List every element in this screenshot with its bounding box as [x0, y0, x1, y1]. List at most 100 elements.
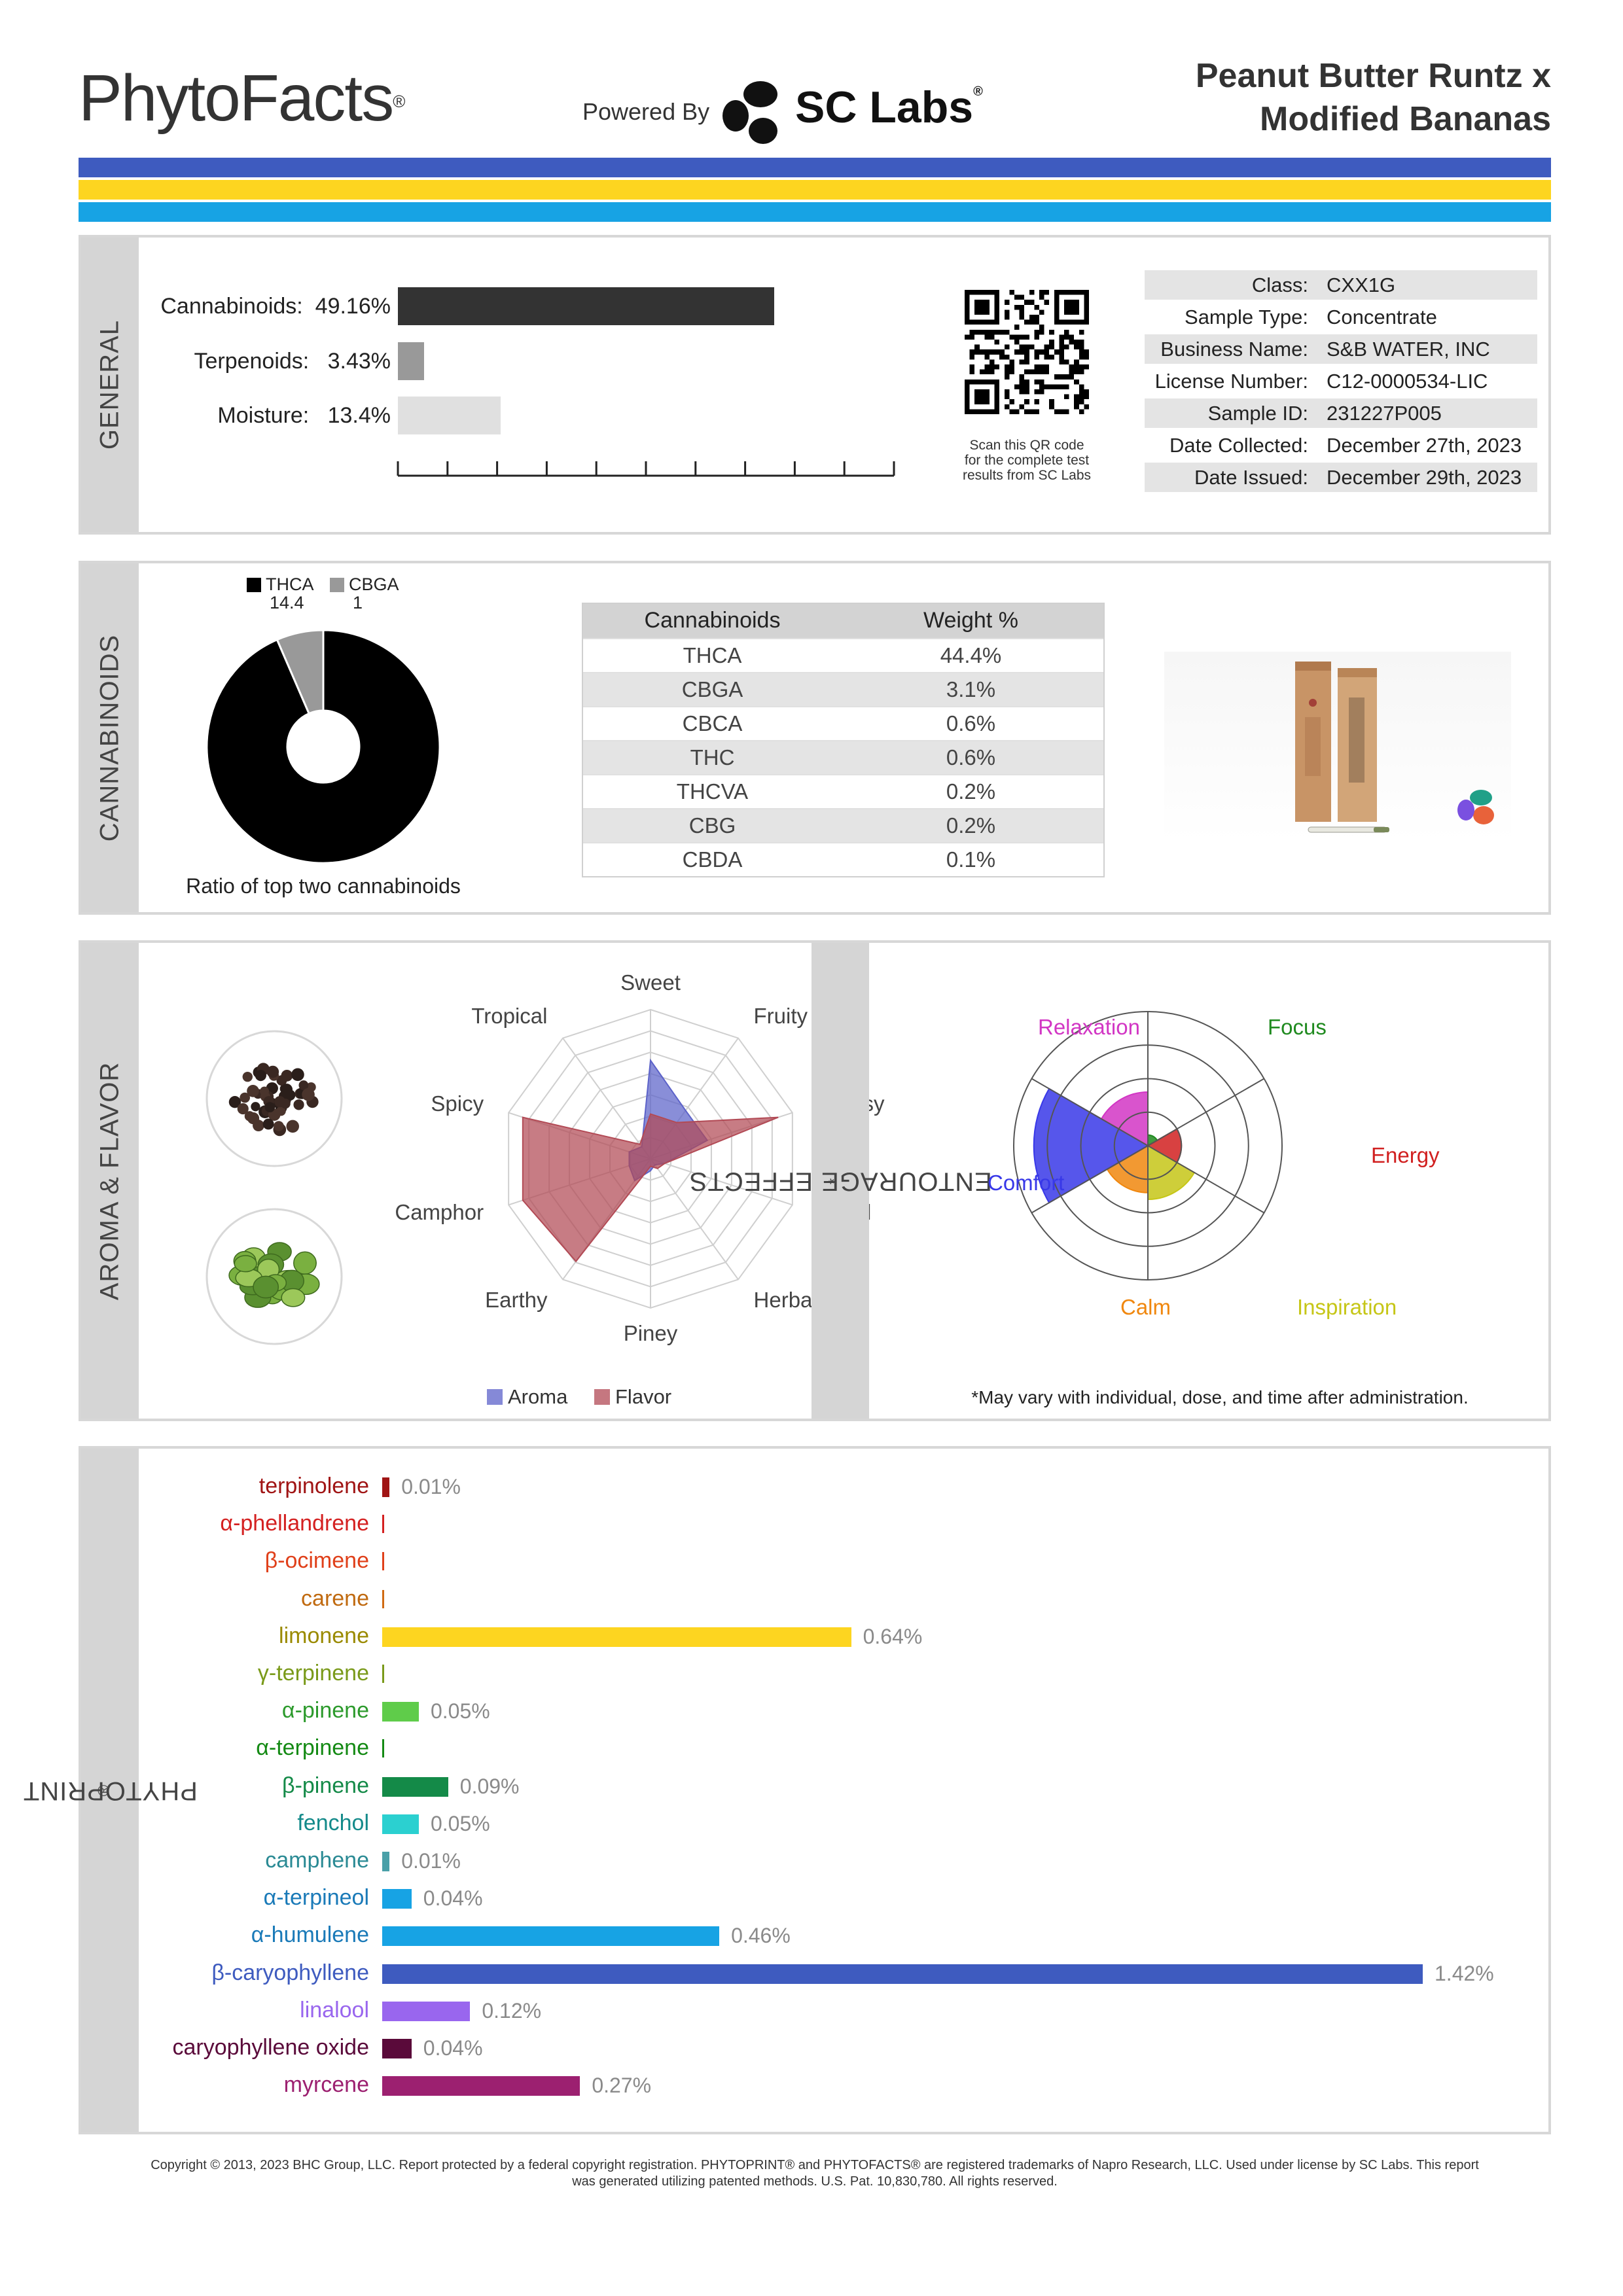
general-section-label: GENERAL — [81, 238, 139, 532]
terpene-bar — [382, 1552, 384, 1571]
meta-key: Business Name: — [1160, 338, 1308, 361]
effect-label-relaxation: Relaxation — [1038, 1015, 1140, 1039]
aroma-entourage-panel: AROMA & FLAVOR Sweet Fruity Citrusy Flor… — [79, 940, 1551, 1421]
radar-label-camphor: Camphor — [395, 1199, 484, 1224]
moisture-bar-label: Moisture: 13.4% — [147, 403, 391, 429]
terpene-value-label: 0.04% — [423, 2036, 483, 2060]
logo-text: PhytoFacts — [79, 62, 394, 135]
qr-code-icon[interactable] — [965, 290, 1089, 414]
header-stripe-yellow — [79, 180, 1551, 200]
meta-row-business-name: Business Name: S&B WATER, INC — [1145, 334, 1537, 364]
radar-label-sweet: Sweet — [620, 970, 681, 995]
table-header-row: Cannabinoids Weight % — [583, 604, 1103, 638]
meta-value: December 29th, 2023 — [1327, 466, 1522, 489]
moisture-label-text: Moisture: — [217, 403, 310, 428]
entourage-title-text: ENTOURAGE EFFECTS — [688, 1167, 992, 1195]
terpene-label: α-terpinene — [256, 1735, 369, 1761]
terpene-value-label: 0.09% — [459, 1774, 520, 1798]
table-row: THC 0.6% — [583, 740, 1103, 774]
terpene-bar — [382, 1776, 448, 1797]
effect-label-inspiration: Inspiration — [1297, 1295, 1397, 1319]
effect-spoke — [1031, 1078, 1149, 1146]
effect-label-focus: Focus — [1268, 1015, 1327, 1039]
terpene-value-label: 0.01% — [401, 1849, 461, 1873]
terpene-label: α-phellandrene — [220, 1511, 369, 1536]
meta-value: 231227P005 — [1327, 402, 1442, 425]
meta-key: Date Issued: — [1194, 466, 1308, 489]
terpene-label: α-terpineol — [263, 1885, 369, 1911]
terpene-value-label: 1.42% — [1435, 1961, 1494, 1985]
terpene-value-label: 0.01% — [401, 1475, 461, 1498]
meta-key: License Number: — [1154, 370, 1308, 393]
cannabinoids-table: Cannabinoids Weight % THCA 44.4% CBGA 3.1%… — [582, 603, 1105, 877]
terpenoids-label-text: Terpenoids: — [194, 349, 310, 374]
pie-legend-value: 14.4 — [270, 593, 304, 612]
table-cell-name: CBCA — [682, 711, 743, 735]
footer-line: was generated utilizing patented methods… — [572, 2174, 1058, 2189]
radar-spoke — [562, 1037, 651, 1159]
terpenoids-bar-label: Terpenoids: 3.43% — [147, 349, 391, 374]
table-row: CBCA 0.6% — [583, 706, 1103, 740]
meta-key: Date Collected: — [1169, 434, 1308, 457]
powered-by-label: Powered By — [582, 98, 710, 125]
table-header-weight: Weight % — [923, 608, 1018, 633]
terpene-bar — [382, 1627, 851, 1647]
table-row: CBGA 3.1% — [583, 672, 1103, 706]
radar-label-tropical: Tropical — [471, 1004, 548, 1029]
phytofacts-logo: PhytoFacts® — [79, 65, 405, 131]
effect-spoke — [1147, 1078, 1265, 1146]
general-axis-ticks — [397, 461, 895, 477]
effect-spoke — [1147, 1145, 1265, 1214]
pie-slice-cbga — [276, 629, 325, 715]
terpene-value-label: 0.64% — [863, 1624, 923, 1648]
legend-swatch-flavor — [594, 1389, 610, 1405]
terpene-label: limonene — [279, 1623, 369, 1648]
terpene-value-label: 0.05% — [430, 1699, 490, 1723]
meta-row-sample-type: Sample Type: Concentrate — [1145, 302, 1537, 332]
logo-registered-mark: ® — [393, 92, 405, 111]
entourage-section-label: ENTOURAGE EFFECTS * — [689, 943, 991, 1419]
terpene-bar — [382, 1926, 720, 1947]
pie-legend-name: CBGA — [349, 574, 399, 594]
lab-name: SC Labs — [795, 82, 974, 132]
terpene-value-label: 0.12% — [482, 1998, 542, 2022]
terpene-bar — [382, 2001, 471, 2021]
pie-caption: Ratio of top two cannabinoids — [186, 874, 461, 898]
cannabinoids-bar-label: Cannabinoids: 49.16% — [147, 294, 391, 319]
radar-series-flavor — [522, 1113, 779, 1263]
terpene-label: fenchol — [297, 1810, 369, 1835]
hops-icon — [228, 1242, 320, 1308]
cannabinoids-bar — [398, 287, 774, 325]
qr-caption-line: Scan this QR code — [969, 438, 1084, 453]
terpenoids-bar — [398, 342, 425, 380]
terpene-bar — [382, 1814, 419, 1834]
meta-value: December 27th, 2023 — [1327, 434, 1522, 457]
aroma-images — [205, 1030, 343, 1345]
terpene-label: β-pinene — [282, 1773, 369, 1798]
meta-row-date-issued: Date Issued: December 29th, 2023 — [1145, 463, 1537, 492]
table-cell-weight: 0.6% — [946, 745, 996, 769]
meta-row-sample-id: Sample ID: 231227P005 — [1145, 398, 1537, 428]
aroma-section-title: AROMA & FLAVOR — [95, 1061, 124, 1300]
product-photo — [1164, 652, 1511, 841]
aroma-flavor-radar-chart — [508, 1008, 793, 1309]
effect-label-calm: Calm — [1120, 1295, 1171, 1319]
copyright-footer: Copyright © 2013, 2023 BHC Group, LLC. R… — [79, 2157, 1551, 2190]
table-cell-name: THCVA — [676, 779, 749, 804]
table-cell-name: CBGA — [681, 677, 743, 701]
terpene-bar — [382, 2039, 412, 2058]
table-cell-weight: 0.2% — [946, 813, 996, 838]
terpene-bar — [382, 1589, 384, 1608]
lab-registered-mark: ® — [973, 84, 983, 99]
effect-sector-relaxation — [1100, 1091, 1149, 1147]
pie-legend-cbga: CBGA 1 — [349, 575, 399, 612]
meta-key: Sample Type: — [1185, 306, 1308, 328]
terpene-label: linalool — [300, 1997, 369, 2022]
general-panel: GENERAL Cannabinoids: 49.16% Terpenoids:… — [79, 235, 1551, 535]
cannabinoids-section-label: CANNABINOIDS — [81, 563, 139, 912]
terpene-bar — [382, 1964, 1423, 1984]
meta-key: Class: — [1251, 274, 1308, 296]
table-cell-weight: 44.4% — [940, 643, 1002, 667]
pie-legend-thca: THCA 14.4 — [266, 575, 314, 612]
table-cell-name: THCA — [683, 643, 742, 667]
